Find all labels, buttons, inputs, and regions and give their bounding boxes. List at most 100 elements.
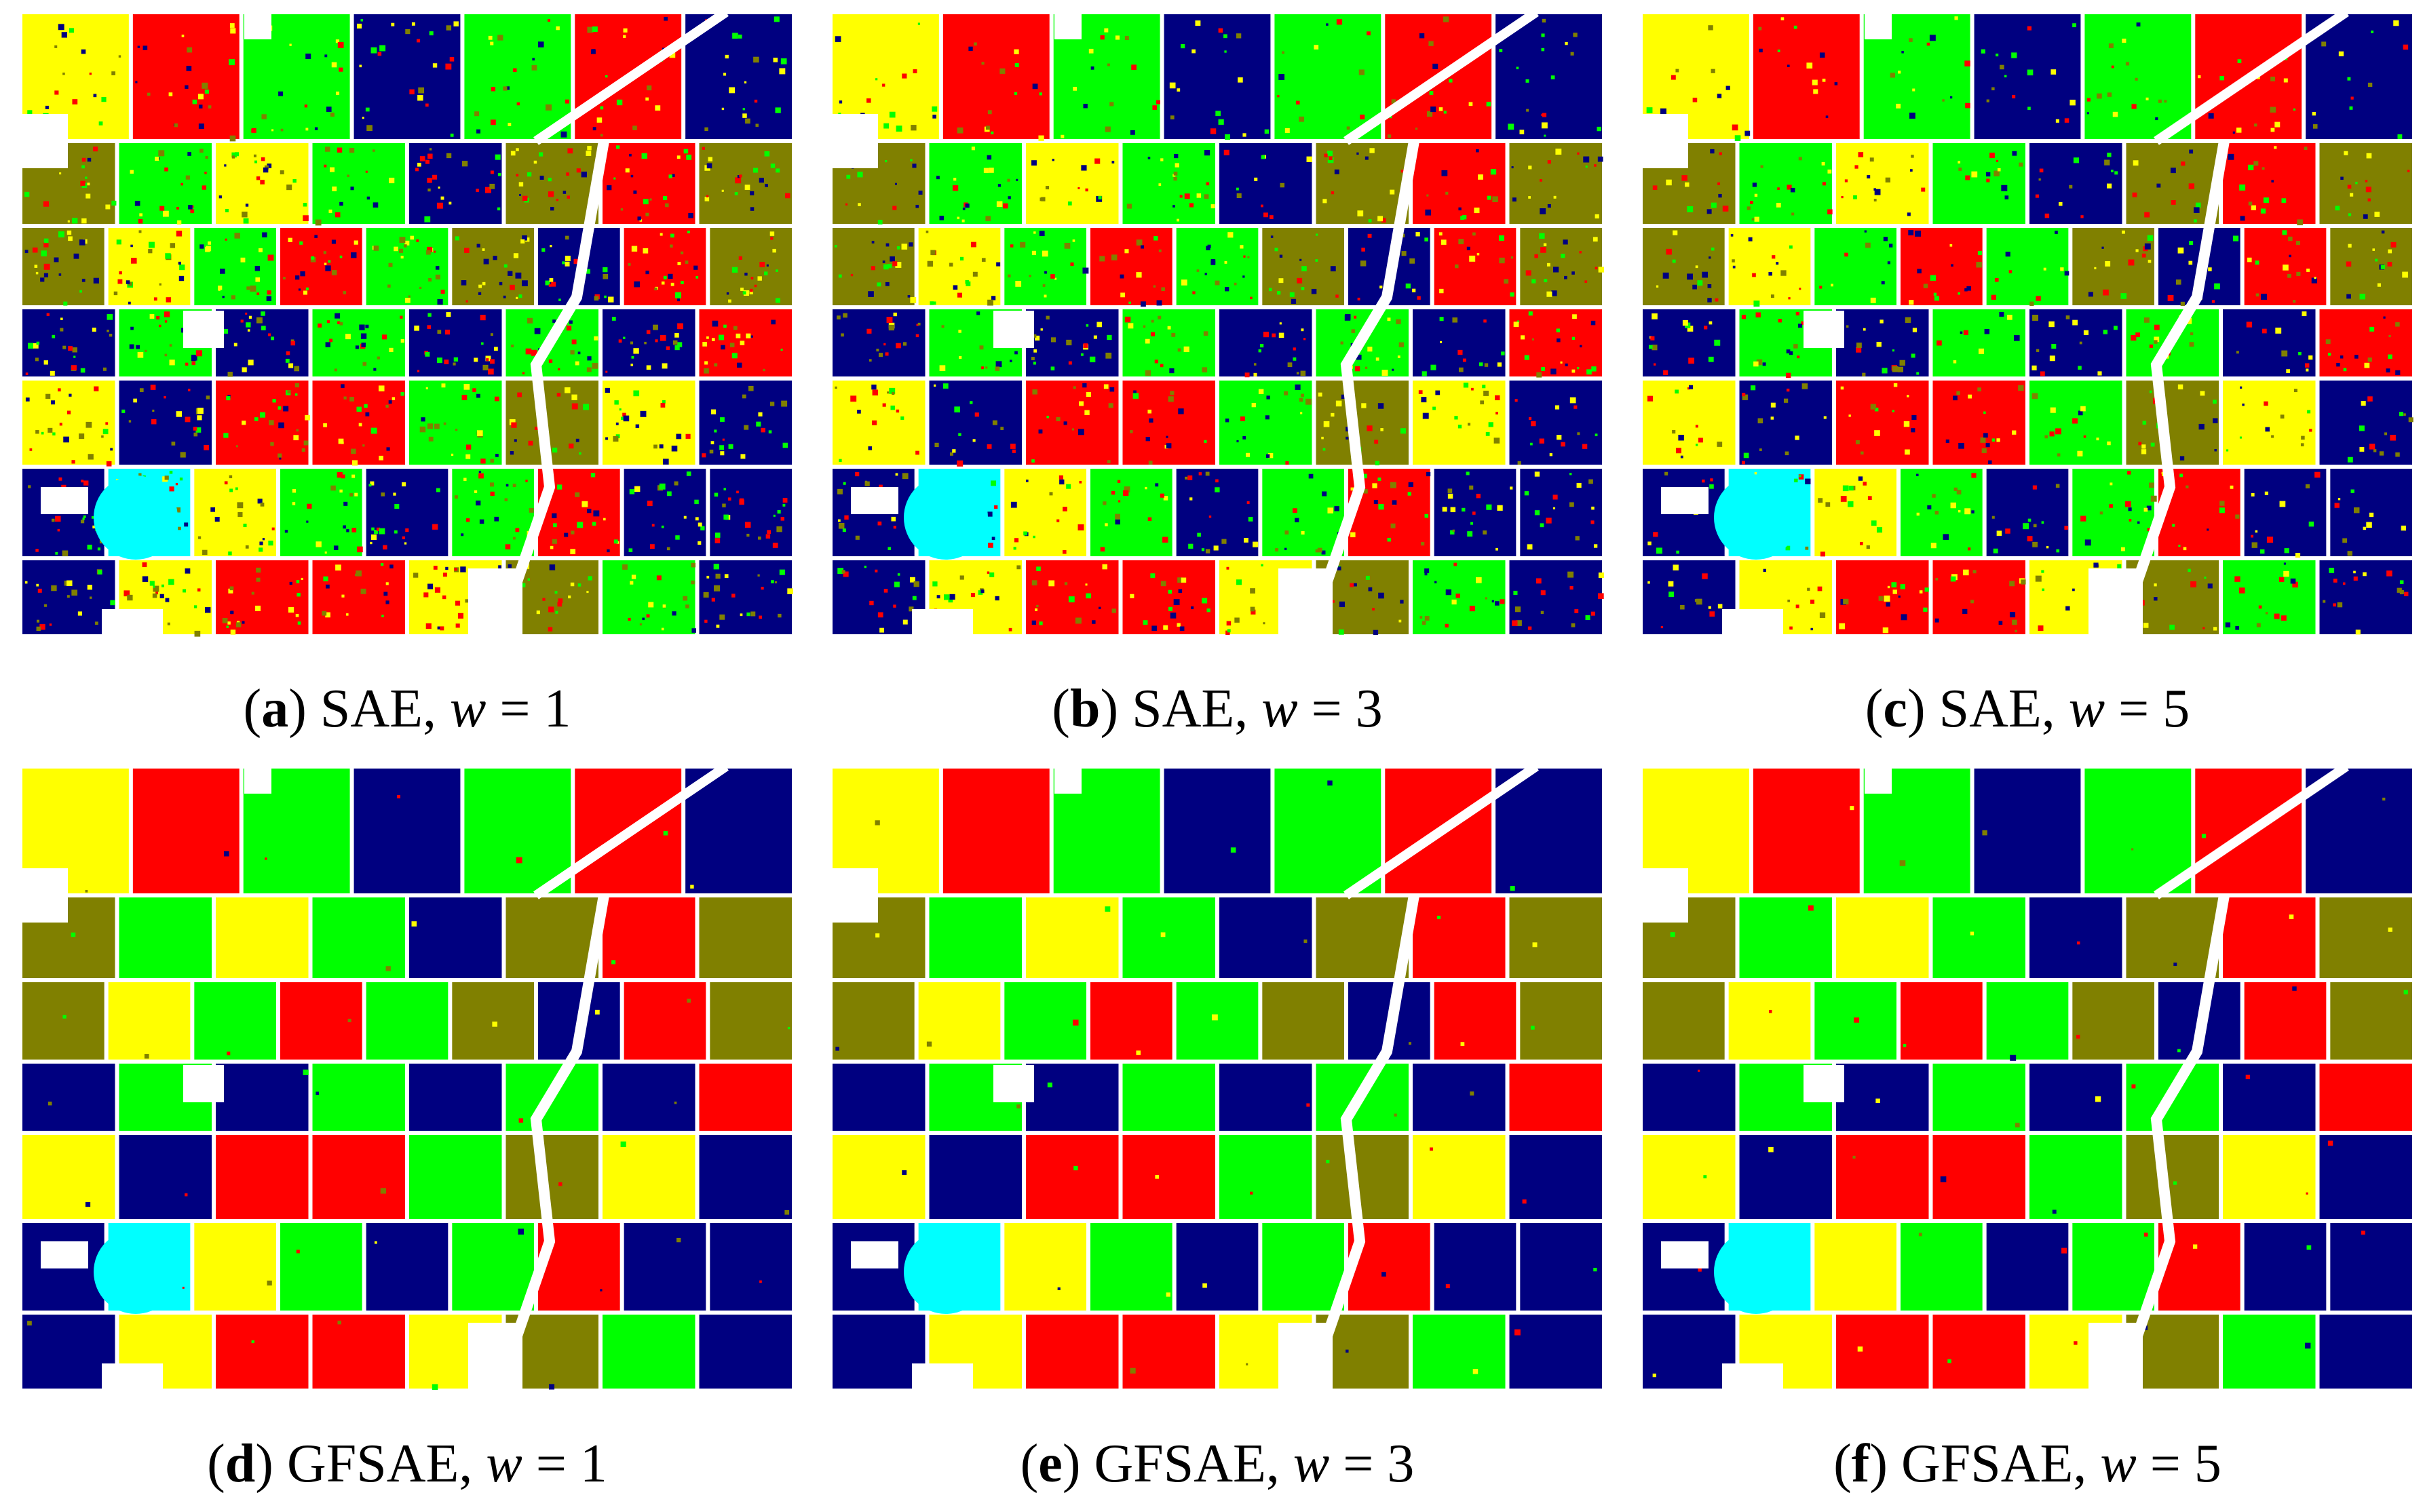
noise-pixel bbox=[66, 230, 72, 235]
noise-pixel bbox=[1179, 626, 1185, 632]
noise-pixel bbox=[71, 460, 75, 464]
noise-pixel bbox=[1073, 86, 1077, 91]
noise-pixel bbox=[1240, 416, 1245, 421]
noise-pixel bbox=[683, 149, 689, 154]
noise-pixel bbox=[1480, 400, 1484, 405]
noise-pixel bbox=[1036, 604, 1039, 608]
noise-pixel bbox=[262, 232, 267, 237]
noise-pixel bbox=[864, 481, 870, 486]
noise-pixel bbox=[1985, 172, 1991, 177]
noise-pixel bbox=[749, 290, 753, 294]
noise-pixel bbox=[1191, 606, 1194, 610]
noise-pixel bbox=[432, 524, 438, 530]
noise-pixel bbox=[2129, 519, 2132, 522]
noise-pixel bbox=[284, 529, 288, 533]
noise-pixel bbox=[36, 341, 40, 345]
noise-pixel bbox=[36, 619, 40, 623]
noise-pixel bbox=[504, 498, 508, 501]
noise-pixel bbox=[2104, 159, 2110, 166]
noise-pixel bbox=[1516, 320, 1520, 323]
noise-pixel bbox=[455, 428, 458, 431]
noise-pixel bbox=[1215, 280, 1220, 286]
noise-pixel bbox=[1236, 579, 1242, 585]
noise-pixel bbox=[765, 534, 771, 539]
noise-pixel bbox=[1108, 403, 1113, 408]
noise-pixel bbox=[1007, 178, 1010, 182]
noise-pixel bbox=[909, 242, 913, 247]
noise-pixel bbox=[52, 432, 56, 435]
noise-pixel bbox=[2386, 570, 2392, 577]
noise-pixel bbox=[1976, 262, 1982, 268]
noise-pixel bbox=[1807, 587, 1810, 591]
noise-pixel bbox=[1982, 830, 1987, 836]
noise-pixel bbox=[2120, 293, 2127, 299]
noise-pixel bbox=[592, 127, 596, 131]
noise-pixel bbox=[991, 296, 996, 301]
noise-pixel bbox=[185, 1193, 188, 1197]
noise-pixel bbox=[429, 148, 432, 151]
field-olive bbox=[2126, 143, 2219, 224]
noise-pixel bbox=[2270, 106, 2276, 113]
noise-pixel bbox=[628, 617, 631, 621]
noise-pixel bbox=[525, 480, 528, 482]
noise-pixel bbox=[525, 348, 532, 355]
noise-pixel bbox=[1267, 452, 1274, 459]
noise-pixel bbox=[1250, 588, 1255, 594]
noise-pixel bbox=[577, 351, 581, 355]
noise-pixel bbox=[710, 409, 717, 414]
noise-pixel bbox=[2112, 111, 2118, 117]
noise-pixel bbox=[1795, 435, 1799, 440]
noise-pixel bbox=[1768, 1146, 1774, 1152]
noise-pixel bbox=[571, 403, 578, 410]
noise-pixel bbox=[354, 240, 358, 245]
noise-pixel bbox=[242, 421, 246, 425]
field-red bbox=[1932, 1315, 2025, 1389]
field-green bbox=[1122, 143, 1215, 224]
noise-pixel bbox=[2226, 449, 2229, 452]
noise-pixel bbox=[1050, 274, 1055, 279]
noise-pixel bbox=[2044, 213, 2050, 218]
noise-pixel bbox=[2113, 326, 2118, 330]
noise-pixel bbox=[1857, 1346, 1863, 1352]
noise-pixel bbox=[379, 528, 385, 535]
noise-pixel bbox=[772, 248, 776, 253]
noise-pixel bbox=[773, 514, 776, 517]
noise-pixel bbox=[2052, 1209, 2057, 1214]
noise-pixel bbox=[240, 257, 246, 263]
noise-pixel bbox=[2072, 319, 2078, 326]
noise-pixel bbox=[2032, 485, 2037, 490]
field-green bbox=[603, 1315, 695, 1389]
noise-pixel bbox=[2064, 118, 2069, 123]
noise-pixel bbox=[303, 215, 309, 221]
noise-pixel bbox=[2032, 541, 2038, 547]
noise-pixel bbox=[55, 516, 61, 522]
noise-pixel bbox=[1882, 368, 1888, 374]
caption-a: (a) SAE, w = 1 bbox=[243, 679, 571, 739]
noise-pixel bbox=[630, 364, 634, 366]
field-red bbox=[312, 1315, 405, 1389]
noise-pixel bbox=[461, 280, 467, 286]
noise-pixel bbox=[386, 447, 390, 451]
noise-pixel bbox=[2347, 457, 2353, 463]
noise-pixel bbox=[150, 385, 156, 390]
noise-pixel bbox=[1916, 473, 1919, 477]
noise-pixel bbox=[229, 488, 233, 492]
noise-pixel bbox=[2059, 201, 2063, 206]
noise-pixel bbox=[997, 184, 1001, 187]
noise-pixel bbox=[1225, 134, 1231, 140]
noise-pixel bbox=[1878, 596, 1884, 601]
noise-pixel bbox=[71, 365, 77, 371]
noise-pixel bbox=[719, 445, 725, 450]
caption-e: (e) GFSAE, w = 3 bbox=[1020, 1434, 1415, 1494]
noise-pixel bbox=[442, 595, 446, 600]
unlabeled-area bbox=[20, 114, 68, 168]
noise-pixel bbox=[1962, 608, 1968, 615]
noise-pixel bbox=[1335, 400, 1342, 407]
noise-pixel bbox=[2032, 315, 2038, 321]
noise-pixel bbox=[57, 528, 60, 532]
noise-pixel bbox=[392, 397, 396, 400]
noise-pixel bbox=[1344, 315, 1351, 321]
noise-pixel bbox=[754, 284, 757, 288]
noise-pixel bbox=[875, 933, 880, 938]
noise-pixel bbox=[461, 395, 468, 400]
